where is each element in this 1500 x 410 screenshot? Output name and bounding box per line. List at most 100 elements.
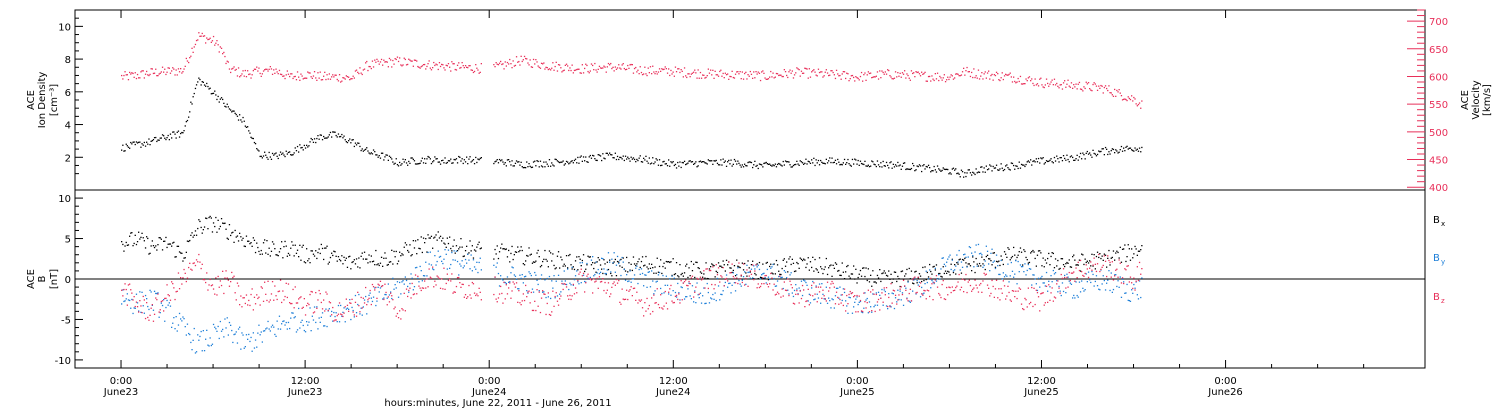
velocity-point <box>627 64 629 67</box>
velocity-point <box>622 63 624 65</box>
bx-point <box>592 262 594 264</box>
velocity-point <box>971 71 973 74</box>
bx-point <box>594 262 596 264</box>
bx-point <box>1124 244 1126 246</box>
bx-point <box>570 264 572 266</box>
by-point <box>321 312 324 314</box>
bx-point <box>828 267 830 269</box>
bx-point <box>717 262 720 264</box>
velocity-point <box>190 55 192 57</box>
bx-point <box>186 240 189 242</box>
velocity-point <box>214 44 216 46</box>
bz-point <box>858 295 860 297</box>
bx-point <box>697 267 699 269</box>
bx-point <box>506 256 509 258</box>
bz-point <box>872 289 874 291</box>
bx-point <box>466 245 468 247</box>
density-point <box>469 156 471 158</box>
by-point <box>918 281 921 283</box>
by-point <box>748 271 750 273</box>
velocity-point <box>412 65 414 67</box>
velocity-point <box>739 71 741 73</box>
bx-point <box>1037 250 1040 252</box>
velocity-point <box>534 63 536 65</box>
velocity-point <box>845 77 847 80</box>
top-y2label-line2: Velocity <box>1471 80 1482 119</box>
density-point <box>166 137 168 139</box>
velocity-point <box>620 68 622 70</box>
velocity-point <box>493 64 495 66</box>
bz-point <box>712 266 714 268</box>
bz-point <box>176 290 178 292</box>
x-tick-time-label: 12:00 <box>659 376 688 387</box>
bz-point <box>343 312 345 314</box>
velocity-point <box>602 67 604 69</box>
bz-point <box>715 264 717 266</box>
bz-point <box>601 280 603 283</box>
velocity-point <box>811 71 813 73</box>
velocity-point <box>496 63 498 65</box>
by-point <box>427 251 429 254</box>
bz-point <box>251 288 253 290</box>
density-point <box>637 159 639 162</box>
velocity-point <box>637 69 639 71</box>
by-point <box>480 269 482 271</box>
bz-point <box>1016 297 1018 300</box>
bz-point <box>243 297 245 299</box>
by-point <box>1067 276 1069 278</box>
bz-point <box>472 283 475 285</box>
bx-point <box>666 261 669 263</box>
by-point <box>1118 286 1120 288</box>
bz-point <box>329 302 332 304</box>
bx-point <box>1017 254 1019 256</box>
bx-point <box>846 265 848 268</box>
by-point <box>702 295 704 297</box>
density-point <box>515 160 518 162</box>
bz-point <box>835 291 838 293</box>
bz-point <box>232 276 234 279</box>
by-point <box>496 262 498 264</box>
by-point <box>208 345 210 347</box>
bx-point <box>629 269 631 271</box>
velocity-point <box>240 75 242 77</box>
density-point <box>235 113 237 116</box>
bx-point <box>382 265 384 267</box>
bx-point <box>823 268 825 271</box>
by-point <box>976 265 978 267</box>
velocity-point <box>245 76 248 78</box>
velocity-point <box>1120 95 1123 97</box>
bz-point <box>527 291 529 293</box>
velocity-point <box>560 67 562 69</box>
density-point <box>152 139 155 141</box>
velocity-point <box>1024 83 1026 85</box>
bz-point <box>807 288 809 290</box>
density-point <box>502 161 504 163</box>
bz-point <box>949 286 951 289</box>
bz-point <box>1059 292 1061 294</box>
bx-point <box>747 260 749 262</box>
density-point <box>569 162 571 164</box>
bx-point <box>563 263 565 265</box>
by-point <box>696 282 698 284</box>
bx-point <box>1057 259 1059 262</box>
velocity-point <box>142 70 144 72</box>
velocity-point <box>294 75 296 78</box>
bx-point <box>456 250 459 252</box>
velocity-point <box>764 77 766 79</box>
bx-point <box>646 266 648 268</box>
bz-point <box>556 300 559 302</box>
bx-point <box>160 238 162 240</box>
bz-point <box>385 291 387 294</box>
density-point <box>606 152 608 154</box>
bz-point <box>648 304 650 307</box>
density-point <box>1009 169 1011 171</box>
by-point <box>273 326 275 328</box>
bx-point <box>395 250 397 253</box>
bz-point <box>197 261 199 263</box>
bz-point <box>628 290 630 292</box>
by-point <box>1022 265 1024 268</box>
velocity-point <box>210 41 212 43</box>
bz-point <box>877 298 880 301</box>
density-point <box>627 156 629 158</box>
bx-point <box>665 260 667 263</box>
